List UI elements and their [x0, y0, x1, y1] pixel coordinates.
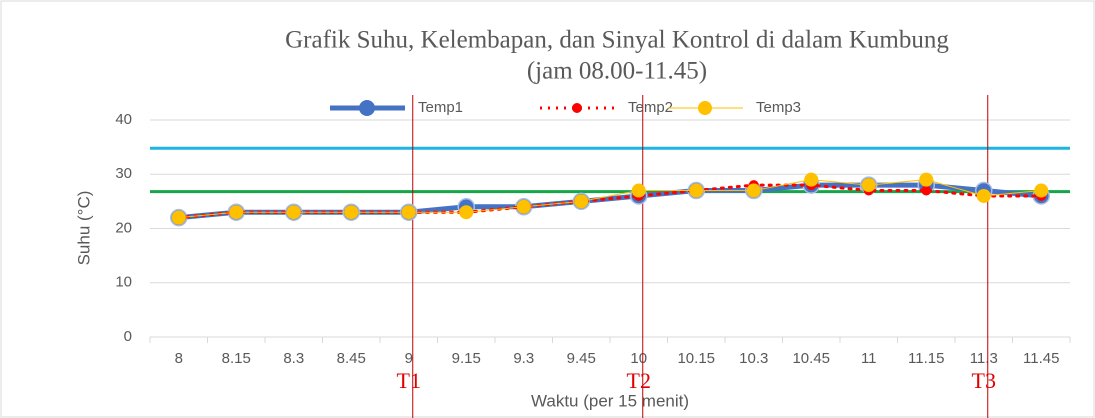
series-marker [1034, 183, 1049, 198]
series-marker [861, 178, 876, 193]
y-tick-label: 20 [115, 219, 132, 236]
series-marker [921, 185, 932, 196]
x-tick-label: 8 [175, 350, 183, 367]
x-tick-label: 9 [405, 350, 413, 367]
series-marker [574, 194, 589, 209]
chart-subtitle: (jam 08.00-11.45) [527, 58, 707, 85]
x-tick-label: 10.15 [677, 350, 715, 367]
annotation: T1 [397, 368, 421, 393]
x-tick-label: 11.45 [1023, 350, 1059, 367]
annotation: T2 [627, 368, 651, 393]
x-axis-label: Waktu (per 15 menit) [531, 391, 689, 410]
series-marker [689, 183, 704, 198]
y-tick-label: 30 [115, 165, 132, 182]
x-tick-label: 9.15 [452, 350, 481, 367]
x-tick-label: 10.3 [739, 350, 768, 367]
series-line [178, 179, 1042, 219]
y-tick-label: 10 [115, 274, 132, 291]
series-marker [516, 199, 531, 214]
x-tick-label: 10.45 [792, 350, 830, 367]
series-marker [919, 172, 934, 187]
series-marker [459, 205, 474, 220]
x-tick-label: 8.3 [283, 350, 304, 367]
series-marker [746, 183, 761, 198]
x-tick-label: 11.15 [908, 350, 944, 367]
series-marker [344, 205, 359, 220]
series-marker [286, 205, 301, 220]
legend-marker [359, 100, 375, 116]
series-marker [229, 205, 244, 220]
series-marker [171, 210, 186, 225]
legend-label: Temp2 [628, 99, 673, 116]
chart-title: Grafik Suhu, Kelembapan, dan Sinyal Kont… [285, 27, 949, 54]
x-tick-label: 11 [861, 350, 877, 367]
x-tick-label: 11.3 [970, 350, 998, 367]
legend-label: Temp3 [756, 99, 801, 116]
annotation: T3 [972, 368, 996, 393]
series-marker [804, 172, 819, 187]
x-tick-label: 9.45 [567, 350, 596, 367]
legend-marker [698, 101, 712, 115]
legend-label: Temp1 [418, 99, 463, 116]
y-tick-label: 0 [124, 328, 132, 345]
y-tick-label: 40 [115, 111, 132, 128]
legend-marker [572, 103, 582, 113]
x-tick-label: 8.15 [222, 350, 251, 367]
x-tick-label: 8.45 [337, 350, 366, 367]
y-axis-label: Suhu (°C) [74, 191, 93, 266]
x-tick-label: 9.3 [513, 350, 534, 367]
x-tick-label: 10 [630, 350, 647, 367]
series-marker [631, 183, 646, 198]
series-marker [976, 188, 991, 203]
series-marker [401, 205, 416, 220]
